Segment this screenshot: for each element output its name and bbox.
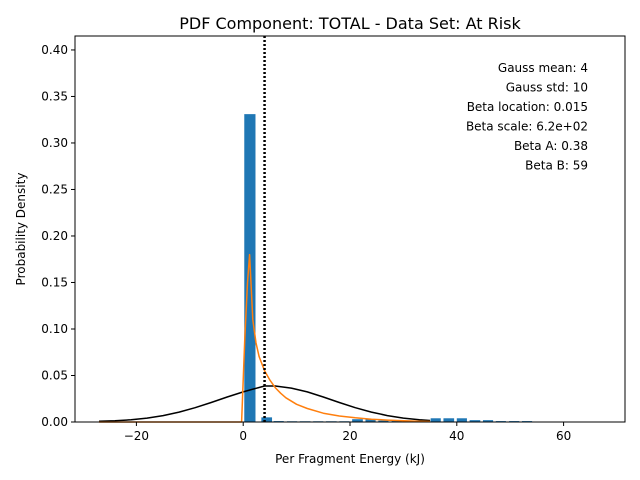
y-axis-label: Probability Density xyxy=(14,173,28,286)
y-tick-label: 0.00 xyxy=(41,415,68,429)
y-tick-label: 0.35 xyxy=(41,89,68,103)
annotation-text: Beta B: 59 xyxy=(525,159,588,173)
plot-area xyxy=(98,36,533,423)
histogram-bar-11 xyxy=(391,420,402,422)
histogram-bar-1 xyxy=(261,417,273,422)
y-tick-label: 0.20 xyxy=(41,229,68,243)
y-tick-label: 0.10 xyxy=(41,322,68,336)
y-tick-label: 0.30 xyxy=(41,136,68,150)
x-tick-label: 0 xyxy=(239,429,247,443)
annotation-text: Gauss std: 10 xyxy=(506,81,588,95)
x-tick-label: 60 xyxy=(556,429,571,443)
x-axis-label: Per Fragment Energy (kJ) xyxy=(275,452,425,466)
chart-title: PDF Component: TOTAL - Data Set: At Risk xyxy=(179,14,521,33)
y-tick-label: 0.15 xyxy=(41,275,68,289)
y-tick-label: 0.05 xyxy=(41,368,68,382)
fit-curve-1 xyxy=(99,253,431,423)
x-tick-label: −20 xyxy=(124,429,149,443)
annotation-text: Beta scale: 6.2e+02 xyxy=(466,120,588,134)
annotation-box: Gauss mean: 4 Gauss std: 10 Beta location:… xyxy=(466,61,588,173)
histogram-bar-17 xyxy=(469,420,481,422)
y-axis: 0.00 0.05 0.10 0.15 0.20 0.25 0.30 0.35 0.40 xyxy=(41,43,75,429)
y-tick-label: 0.40 xyxy=(41,43,68,57)
histogram-bar-15 xyxy=(443,418,455,422)
histogram-bar-10 xyxy=(378,420,389,422)
annotation-text: Beta location: 0.015 xyxy=(467,100,588,114)
histogram-bar-16 xyxy=(456,418,467,422)
annotation-text: Gauss mean: 4 xyxy=(498,61,588,75)
y-tick-label: 0.25 xyxy=(41,182,68,196)
x-tick-label: 20 xyxy=(342,429,357,443)
x-tick-label: 40 xyxy=(449,429,464,443)
histogram-bar-14 xyxy=(430,418,441,422)
histogram-bar-18 xyxy=(482,420,494,422)
histogram-bar-8 xyxy=(352,419,363,422)
annotation-text: Beta A: 0.38 xyxy=(514,139,588,153)
x-axis: −20 0 20 40 60 xyxy=(124,422,571,443)
histogram-bar-9 xyxy=(365,419,376,422)
